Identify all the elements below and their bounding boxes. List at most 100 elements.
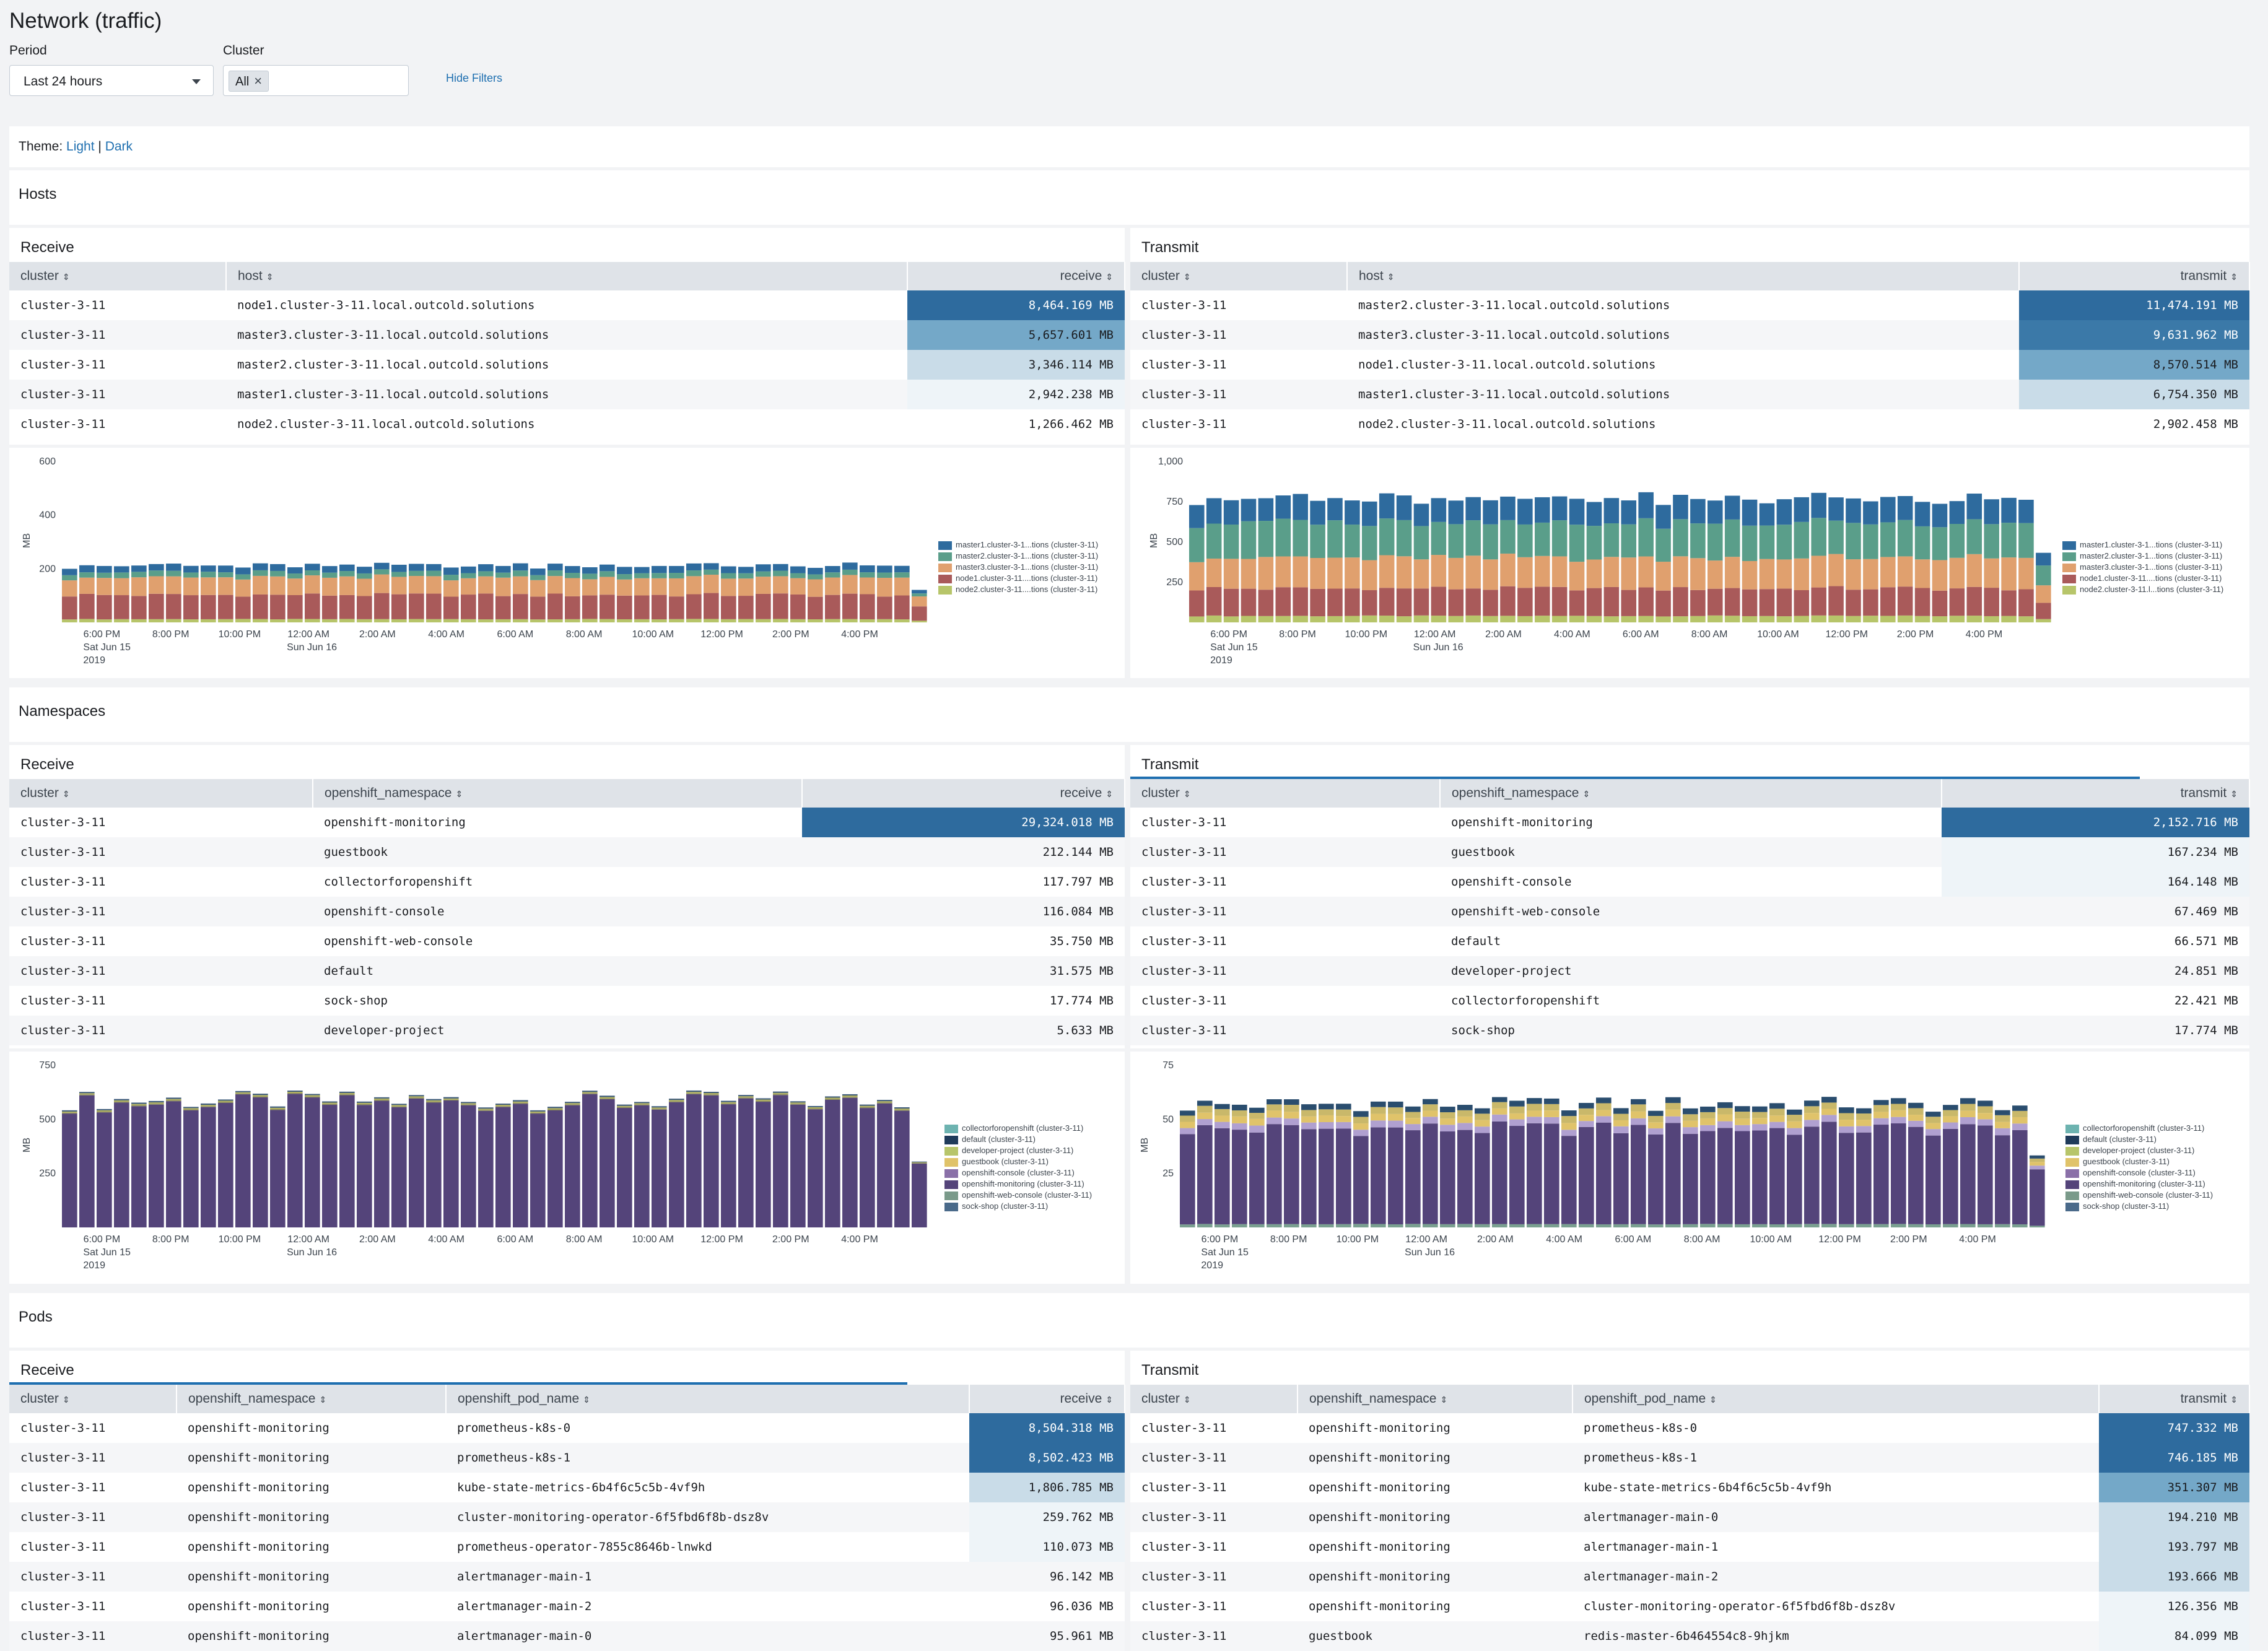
chart-bar-segment[interactable] <box>1535 616 1550 622</box>
chart-bar-segment[interactable] <box>1708 560 1723 589</box>
chart-bar-segment[interactable] <box>1804 1106 1820 1113</box>
chart-bar-segment[interactable] <box>1189 505 1205 528</box>
chart-bar-segment[interactable] <box>1579 1102 1594 1109</box>
chart-bar-segment[interactable] <box>634 567 650 573</box>
table-row[interactable]: cluster-3-11 openshift-monitoring alertman… <box>1130 1532 2249 1562</box>
chart-bar-segment[interactable] <box>1978 1125 1993 1224</box>
chart-bar-segment[interactable] <box>339 1094 355 1096</box>
legend-item[interactable]: openshift-monitoring (cluster-3-11) <box>944 1178 1092 1190</box>
chart-bar-segment[interactable] <box>149 619 164 622</box>
chart-bar-segment[interactable] <box>409 593 424 619</box>
chart-bar-segment[interactable] <box>1180 1110 1195 1116</box>
chart-bar-segment[interactable] <box>860 1105 875 1107</box>
chart-bar-segment[interactable] <box>547 593 563 620</box>
chart-bar-segment[interactable] <box>1579 1108 1594 1115</box>
chart-bar-segment[interactable] <box>391 1104 407 1105</box>
chart-bar-segment[interactable] <box>582 573 598 580</box>
chart-bar-segment[interactable] <box>1465 588 1481 616</box>
chart-bar-segment[interactable] <box>1561 1116 1577 1123</box>
chart-bar-segment[interactable] <box>1717 1128 1733 1224</box>
chart-bar-segment[interactable] <box>1405 1124 1421 1131</box>
chart-bar-segment[interactable] <box>877 619 892 622</box>
chart-bar-segment[interactable] <box>131 565 147 572</box>
chart-bar-segment[interactable] <box>1811 587 1826 616</box>
chart-bar-segment[interactable] <box>1327 588 1343 616</box>
chart-bar-segment[interactable] <box>1284 1125 1299 1224</box>
chart-bar-segment[interactable] <box>253 1095 268 1097</box>
chart-bar-segment[interactable] <box>1413 588 1429 616</box>
legend-item[interactable]: collectorforopenshift (cluster-3-11) <box>2065 1123 2213 1134</box>
chart-bar-segment[interactable] <box>322 1102 338 1104</box>
chart-bar-segment[interactable] <box>443 580 459 597</box>
table-row[interactable]: cluster-3-11 openshift-monitoring 29,324.0… <box>9 808 1125 837</box>
chart-bar-segment[interactable] <box>634 1105 650 1227</box>
chart-bar-segment[interactable] <box>131 1105 147 1107</box>
chart-bar-segment[interactable] <box>1724 495 1740 520</box>
chart-bar-segment[interactable] <box>1509 1119 1525 1126</box>
chart-bar-segment[interactable] <box>2001 523 2017 558</box>
chart-bar-segment[interactable] <box>1943 1110 1958 1117</box>
chart-bar-segment[interactable] <box>1926 1117 1941 1123</box>
chart-bar-segment[interactable] <box>1673 587 1688 617</box>
chart-bar-segment[interactable] <box>721 566 736 573</box>
chart-bar-segment[interactable] <box>842 575 858 594</box>
chart-bar-segment[interactable] <box>530 619 546 622</box>
chart-bar-segment[interactable] <box>461 1105 476 1227</box>
chart-bar-segment[interactable] <box>669 1101 684 1102</box>
chart-bar-segment[interactable] <box>62 1110 77 1112</box>
chart-bar-segment[interactable] <box>1724 616 1740 622</box>
chart-bar-segment[interactable] <box>253 594 268 619</box>
chart-bar-segment[interactable] <box>1683 1224 1698 1227</box>
chart-bar-segment[interactable] <box>1448 616 1464 622</box>
chart-bar-segment[interactable] <box>426 576 442 594</box>
chart-bar-segment[interactable] <box>166 1097 181 1099</box>
chart-bar-segment[interactable] <box>1908 1120 1924 1127</box>
chart-bar-segment[interactable] <box>443 575 459 581</box>
chart-bar-segment[interactable] <box>270 564 286 571</box>
chart-bar-segment[interactable] <box>1769 1128 1785 1225</box>
chart-bar-segment[interactable] <box>877 1100 892 1102</box>
chart-bar-segment[interactable] <box>1631 1104 1646 1112</box>
chart-bar-segment[interactable] <box>1897 615 1913 622</box>
chart-bar-segment[interactable] <box>1483 559 1498 590</box>
chart-bar-segment[interactable] <box>1457 1224 1473 1227</box>
chart-bar-segment[interactable] <box>374 574 390 593</box>
chart-bar-segment[interactable] <box>1759 559 1775 590</box>
chart-bar-segment[interactable] <box>1960 1098 1976 1104</box>
chart-bar-segment[interactable] <box>1431 586 1447 616</box>
chart-bar-segment[interactable] <box>1891 1098 1906 1104</box>
chart-bar-segment[interactable] <box>218 1102 233 1227</box>
chart-bar-segment[interactable] <box>547 564 563 571</box>
chart-bar-segment[interactable] <box>1960 1124 1976 1224</box>
chart-bar-segment[interactable] <box>1301 1122 1317 1130</box>
chart-bar-segment[interactable] <box>1960 1117 1976 1125</box>
chart-bar-segment[interactable] <box>1517 588 1533 616</box>
chart-bar-segment[interactable] <box>790 578 806 595</box>
chart-bar-segment[interactable] <box>1569 525 1585 562</box>
chart-bar-segment[interactable] <box>1267 1110 1282 1118</box>
chart-bar-segment[interactable] <box>1223 500 1239 525</box>
chart-bar-segment[interactable] <box>2012 1105 2028 1111</box>
chart-bar-segment[interactable] <box>1665 1109 1681 1117</box>
chart-bar-segment[interactable] <box>1943 1105 1958 1110</box>
chart-bar-segment[interactable] <box>1932 616 1948 622</box>
chart-bar-segment[interactable] <box>2012 1123 2028 1130</box>
table-row[interactable]: cluster-3-11 openshift-monitoring promethe… <box>9 1443 1125 1473</box>
chart-bar-segment[interactable] <box>1821 1109 1837 1115</box>
chart-bar-segment[interactable] <box>721 619 736 622</box>
chart-bar-segment[interactable] <box>235 596 251 619</box>
chart-bar-segment[interactable] <box>495 1107 511 1227</box>
chart-bar-segment[interactable] <box>1752 1130 1768 1224</box>
chart-bar-segment[interactable] <box>1742 525 1758 561</box>
chart-bar-segment[interactable] <box>1413 615 1429 622</box>
chart-bar-segment[interactable] <box>391 564 407 572</box>
chart-bar-segment[interactable] <box>357 1102 372 1104</box>
chart-bar-segment[interactable] <box>305 619 320 622</box>
chart-bar-segment[interactable] <box>1932 590 1948 617</box>
chart-bar-segment[interactable] <box>1839 1107 1854 1113</box>
chart-bar-segment[interactable] <box>582 1092 598 1094</box>
chart-bar-segment[interactable] <box>1353 1130 1369 1136</box>
chart-bar-segment[interactable] <box>149 593 164 619</box>
chart-bar-segment[interactable] <box>62 568 77 575</box>
chart-bar-segment[interactable] <box>1926 1129 1941 1136</box>
